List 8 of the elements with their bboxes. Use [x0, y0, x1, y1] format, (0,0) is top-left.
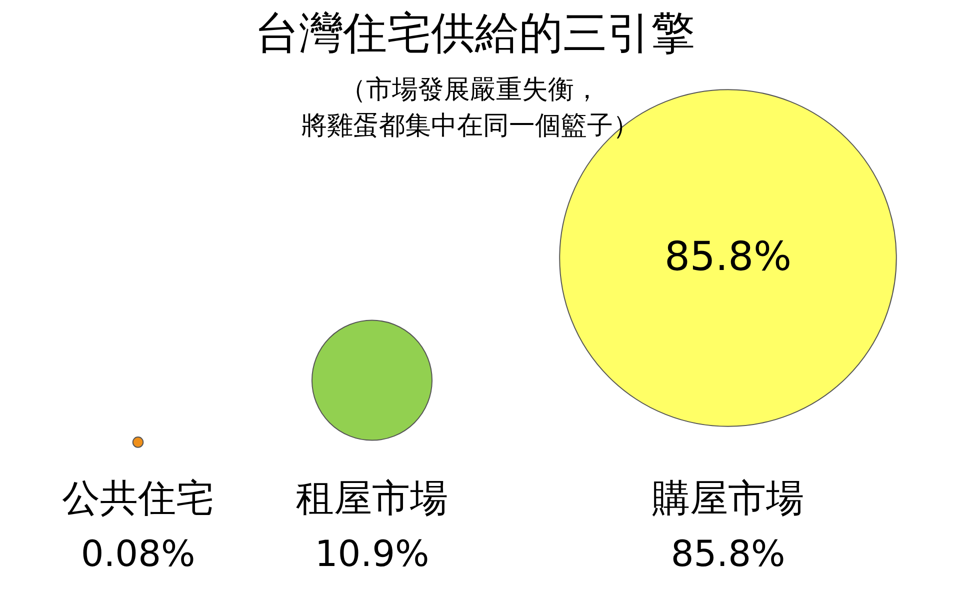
data-label: 0.08% [80, 534, 196, 575]
data-label: 10.9% [314, 534, 430, 575]
category-label: 租屋市場 [296, 476, 448, 520]
data-label: 85.8% [670, 534, 786, 575]
text: 85.8% [664, 234, 792, 280]
text: 台灣住宅供給的三引擎 [255, 8, 695, 59]
category-label: 購屋市場 [652, 476, 804, 520]
category-label: 公共住宅 [62, 476, 214, 520]
